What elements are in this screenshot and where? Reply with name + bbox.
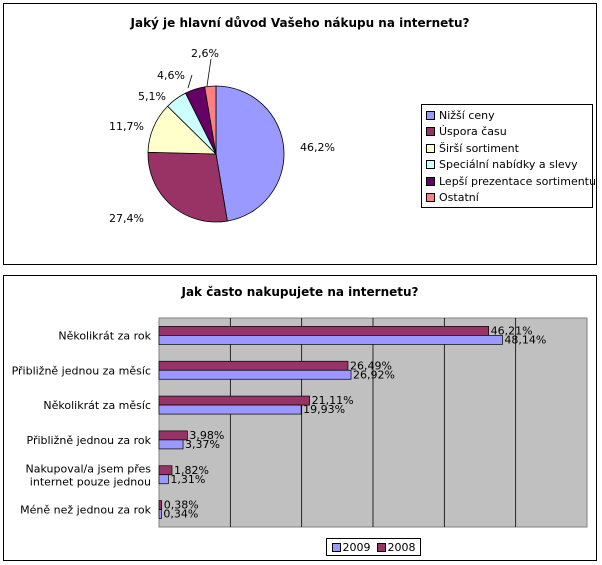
pie-legend: Nižší ceny Úspora času Širší sortiment Spec…: [421, 104, 596, 208]
bar-2009: [158, 509, 162, 519]
category-label: Několikrát za měsíc: [43, 399, 151, 412]
pie-data-label: 5,1%: [138, 90, 166, 103]
legend-item: Ostatní: [426, 190, 588, 207]
legend-item: 2009: [331, 540, 371, 554]
pie-slice: [204, 85, 217, 155]
bar-legend: 2009 2008: [326, 538, 421, 556]
legend-label: Speciální nabídky a slevy: [439, 158, 578, 172]
legend-swatch: [376, 542, 386, 552]
legend-label: Širší sortiment: [439, 141, 519, 155]
legend-item: Lepší prezentace sortimentu: [426, 173, 596, 190]
bar-data-label: 26,49%: [350, 359, 392, 372]
legend-swatch: [426, 160, 435, 170]
legend-label: Úspora času: [439, 125, 507, 139]
category-label: Přibližně jednou za rok: [27, 434, 152, 447]
bar-data-label: 48,14%: [504, 333, 546, 346]
pie-data-label: 46,2%: [300, 141, 335, 154]
pie-chart: 46,2% 27,4% 11,7% 5,1% 4,6% 2,6%: [109, 47, 335, 225]
legend-item: 2008: [376, 540, 416, 554]
legend-label: 2008: [387, 540, 416, 554]
legend-label: Nižší ceny: [439, 108, 495, 122]
bar-2009: [158, 369, 352, 380]
category-label: Nakupoval/a jsem přes: [26, 462, 152, 475]
legend-swatch: [426, 143, 435, 153]
bar-data-label: 3,98%: [189, 429, 224, 442]
pie-chart-panel: Jaký je hlavní důvod Vašeho nákupu na in…: [3, 3, 597, 265]
legend-swatch: [331, 542, 341, 552]
bar-chart: 46,21%48,14% Několikrát za rok 26,49%26,92…: [12, 317, 588, 528]
bar-2009: [158, 474, 169, 485]
legend-swatch: [426, 127, 435, 137]
legend-swatch: [426, 176, 435, 186]
category-label: Méně než jednou za rok: [20, 504, 152, 517]
legend-label: Lepší prezentace sortimentu: [439, 174, 596, 188]
pie-data-label: 27,4%: [109, 212, 144, 225]
category-label: Přibližně jednou za měsíc: [12, 364, 151, 377]
pie-leader-line: [187, 74, 193, 89]
legend-item: Speciální nabídky a slevy: [426, 157, 588, 174]
legend-label: Ostatní: [439, 191, 479, 205]
bar-data-label: 46,21%: [491, 324, 533, 337]
bar-data-label: 21,11%: [312, 394, 354, 407]
bar-data-label: 1,82%: [174, 464, 209, 477]
legend-item: Nižší ceny: [426, 107, 588, 124]
bar-2008: [158, 326, 489, 336]
bar-data-label: 19,93%: [303, 403, 345, 416]
bar-2008: [158, 395, 310, 406]
bar-data-label: 3,37%: [185, 438, 220, 451]
bar-2008: [158, 430, 188, 441]
pie-data-label: 11,7%: [109, 120, 144, 133]
pie-data-label: 4,6%: [157, 69, 185, 82]
pie-chart-title: Jaký je hlavní důvod Vašeho nákupu na in…: [130, 16, 470, 30]
bar-2009: [158, 335, 503, 345]
bar-data-label: 26,92%: [353, 368, 395, 381]
bar-2009: [158, 404, 302, 415]
bar-2009: [158, 439, 184, 450]
category-label: Několikrát za rok: [58, 329, 151, 342]
bar-2008: [158, 360, 349, 371]
bar-data-label: 0,38%: [164, 499, 199, 512]
pie-leader-line: [206, 58, 212, 87]
category-label: internet pouze jednou: [30, 475, 151, 488]
legend-swatch: [426, 110, 435, 120]
legend-swatch: [426, 193, 435, 203]
bar-chart-title: Jak často nakupujete na internetu?: [181, 285, 419, 299]
pie-slice: [215, 85, 285, 222]
bar-data-label: 0,34%: [163, 508, 198, 521]
bar-chart-panel: Jak často nakupujete na internetu? 46,21…: [3, 275, 597, 561]
pie-data-label: 2,6%: [191, 47, 219, 60]
bar-data-label: 1,31%: [170, 473, 205, 486]
bar-2008: [158, 500, 163, 510]
legend-item: Úspora času: [426, 124, 588, 141]
legend-item: Širší sortiment: [426, 140, 588, 157]
pie-slice: [147, 151, 228, 223]
legend-label: 2009: [342, 540, 371, 554]
